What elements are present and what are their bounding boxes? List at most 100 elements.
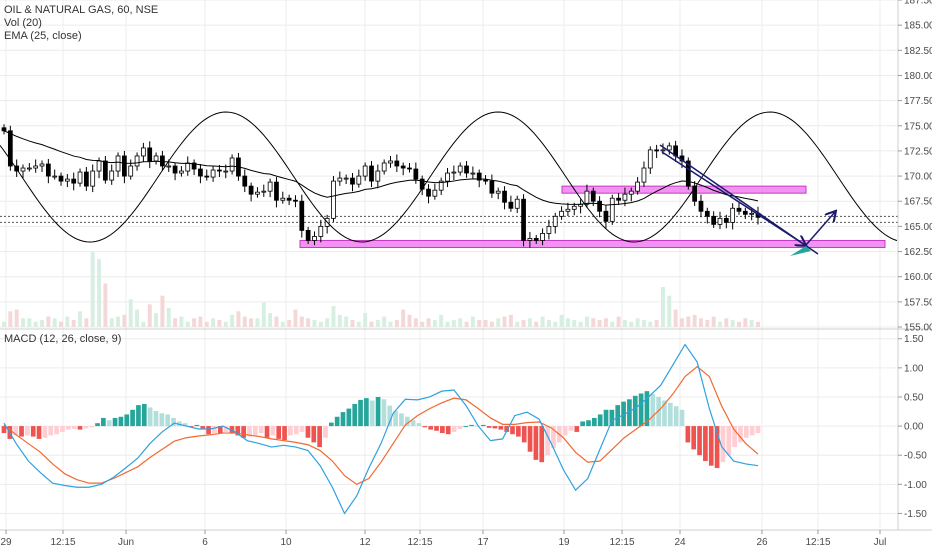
macd-histogram-bar xyxy=(568,426,574,431)
macd-histogram-bar xyxy=(212,426,217,434)
candle-body xyxy=(502,190,507,203)
volume-bar xyxy=(344,316,349,327)
price-tick-label: 185.00 xyxy=(904,21,932,32)
candle-body xyxy=(77,171,83,184)
volume-bar xyxy=(654,320,659,327)
volume-bar xyxy=(559,314,564,327)
volume-bar xyxy=(46,316,51,327)
candles[interactable] xyxy=(1,124,761,248)
candle-body xyxy=(704,210,710,217)
macd-legend[interactable]: MACD (12, 26, close, 9) xyxy=(4,333,122,345)
candle-body xyxy=(198,168,203,177)
candle-body xyxy=(33,165,39,169)
price-tick-label: 182.50 xyxy=(904,46,932,57)
macd-histogram-bar xyxy=(469,424,474,427)
volume-bar xyxy=(204,321,209,327)
volume-bar xyxy=(477,320,482,327)
volume-bar xyxy=(546,320,551,327)
volume-bar xyxy=(141,321,146,327)
volume-bar xyxy=(622,320,627,327)
macd-histogram-bar xyxy=(738,426,743,443)
volume-bar xyxy=(299,316,304,327)
candle-body xyxy=(293,199,298,202)
volume-bar xyxy=(306,318,311,327)
symbol-title[interactable]: OIL & NATURAL GAS, 60, NSE xyxy=(4,4,159,16)
candle-body xyxy=(407,167,412,170)
macd-histogram-bar xyxy=(130,409,135,427)
macd-histogram-bar xyxy=(743,426,749,438)
price-tick-label: 160.00 xyxy=(904,272,932,283)
volume-legend[interactable]: Vol (20) xyxy=(4,17,42,29)
drawing-layer[interactable] xyxy=(0,185,898,249)
candle-body xyxy=(698,200,704,212)
volume-bar xyxy=(464,321,469,327)
volume-bar xyxy=(730,320,735,327)
macd-histogram-bar xyxy=(486,426,492,428)
volume-bar xyxy=(711,316,716,327)
macd-histogram-bar xyxy=(475,425,480,427)
macd-histogram-bar xyxy=(562,426,568,436)
volume-bar xyxy=(407,314,412,327)
candle-body xyxy=(717,217,723,225)
macd-histogram-bar xyxy=(252,426,258,436)
macd-histogram-bar xyxy=(498,426,504,430)
volume-bar xyxy=(331,306,336,327)
macd-histogram-bar xyxy=(340,412,346,427)
volume-bar xyxy=(508,314,513,327)
candle-body xyxy=(692,185,698,202)
price-tick-label: 155.00 xyxy=(904,323,932,334)
macd-legend-block: MACD (12, 26, close, 9) xyxy=(4,333,121,346)
candle-body xyxy=(369,165,374,182)
candle-body xyxy=(223,170,229,173)
volume-bar xyxy=(489,321,494,327)
candle-body xyxy=(64,178,70,182)
volume-bar xyxy=(166,307,171,327)
drawing-tools[interactable] xyxy=(0,111,898,256)
candle-body xyxy=(438,180,444,191)
candle-body xyxy=(533,238,539,241)
macd-histogram-bar xyxy=(603,409,609,427)
macd-histogram-bar xyxy=(118,416,124,427)
macd-histogram-bar xyxy=(416,423,422,427)
macd-histogram-bar xyxy=(369,400,375,427)
volume-bar xyxy=(470,316,475,327)
volume-bar xyxy=(21,318,25,327)
volume-bar xyxy=(743,318,748,327)
candle-body xyxy=(299,200,305,231)
volume-bar xyxy=(8,311,13,327)
candle-body xyxy=(96,160,102,172)
candle-body xyxy=(749,212,755,215)
volume-bar xyxy=(90,252,95,327)
volume-bar xyxy=(724,318,729,327)
macd-tick-label: 1.50 xyxy=(904,334,924,345)
volume-bar xyxy=(413,318,418,327)
volume-bar xyxy=(236,311,241,327)
resistance-zone-rect xyxy=(561,185,807,194)
macd-histogram-bar xyxy=(106,420,112,427)
macd-histogram-bar xyxy=(19,426,24,437)
macd-histogram-bar xyxy=(77,426,83,430)
volume-bar xyxy=(603,318,608,327)
volume-bar xyxy=(147,304,152,327)
volume-bar xyxy=(97,259,102,327)
candle-body xyxy=(115,155,121,172)
macd-histogram-bar xyxy=(153,410,159,427)
candle-body xyxy=(1,127,7,132)
macd-histogram-bar xyxy=(708,426,714,466)
volume-bar xyxy=(648,321,653,327)
price-tick-label: 180.00 xyxy=(904,71,932,82)
macd-histogram-bar xyxy=(42,426,48,438)
volume-bar xyxy=(249,318,254,327)
volume-bar xyxy=(59,321,63,327)
ema-legend[interactable]: EMA (25, close) xyxy=(4,30,82,42)
volume-bar xyxy=(223,321,228,327)
macd-histogram-bar xyxy=(428,426,434,430)
volume-bar xyxy=(356,321,361,327)
macd-histogram-bar xyxy=(580,421,585,427)
macd-histogram-bar xyxy=(217,426,223,434)
macd-histogram-bar xyxy=(732,426,737,448)
macd-histogram-bar xyxy=(48,426,54,436)
candle-body xyxy=(261,190,267,193)
macd-histogram-bar xyxy=(574,426,580,432)
